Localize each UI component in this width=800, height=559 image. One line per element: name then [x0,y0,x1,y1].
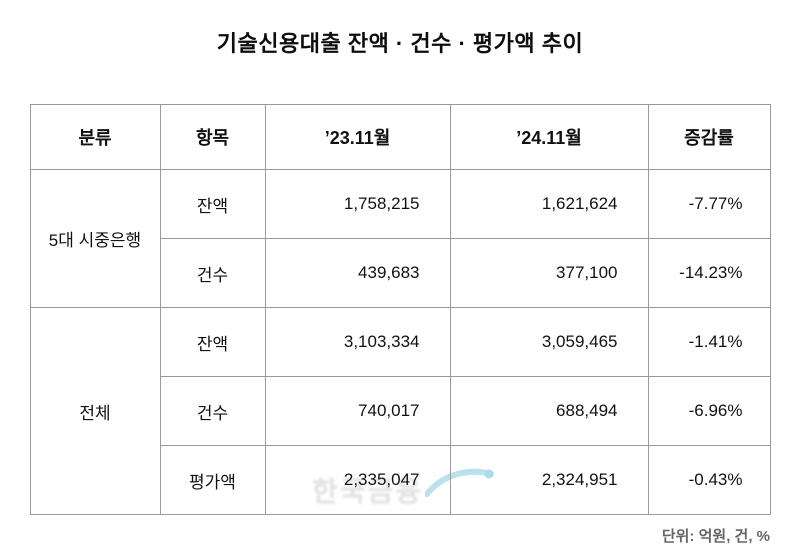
change-cell: -1.41% [647,307,771,377]
value-2311: 439,683 [264,238,451,308]
value-2311: 3,103,334 [264,307,451,377]
change-cell: -14.23% [647,238,771,308]
col-header-2024-11: ’24.11월 [449,104,649,170]
table-header-row: 분류 항목 ’23.11월 ’24.11월 증감률 [29,104,771,170]
item-cell: 건수 [159,238,266,308]
table-row: 전체 잔액 3,103,334 3,059,465 -1.41% [29,307,771,515]
col-header-category: 분류 [29,104,161,170]
category-cell-total: 전체 [29,307,161,515]
value-2311: 2,335,047 [264,445,451,515]
page: 기술신용대출 잔액 · 건수 · 평가액 추이 한국금융 분류 항목 ’23.1… [0,26,800,559]
item-cell: 잔액 [159,307,266,377]
col-header-change: 증감률 [647,104,771,170]
change-cell: -6.96% [647,376,771,446]
value-2411: 2,324,951 [449,445,649,515]
value-2411: 3,059,465 [449,307,649,377]
category-cell-banks: 5대 시중은행 [29,169,161,308]
value-2311: 1,758,215 [264,169,451,239]
col-header-item: 항목 [159,104,266,170]
value-2411: 1,621,624 [449,169,649,239]
change-cell: -0.43% [647,445,771,515]
page-title: 기술신용대출 잔액 · 건수 · 평가액 추이 [216,31,584,56]
unit-note: 단위: 억원, 건, % [661,528,770,545]
item-cell: 건수 [159,376,266,446]
col-header-2023-11: ’23.11월 [264,104,451,170]
item-cell: 평가액 [159,445,266,515]
item-cell: 잔액 [159,169,266,239]
value-2411: 377,100 [449,238,649,308]
data-table: 분류 항목 ’23.11월 ’24.11월 증감률 5대 시중은행 잔액 1,7… [29,104,771,515]
table-row: 건수 740,017 688,494 -6.96% [30,376,771,446]
table-row: 5대 시중은행 잔액 1,758,215 1,621,624 -7.77% [29,169,771,308]
change-cell: -7.77% [647,169,771,239]
value-2311: 740,017 [264,376,451,446]
value-2411: 688,494 [449,376,649,446]
